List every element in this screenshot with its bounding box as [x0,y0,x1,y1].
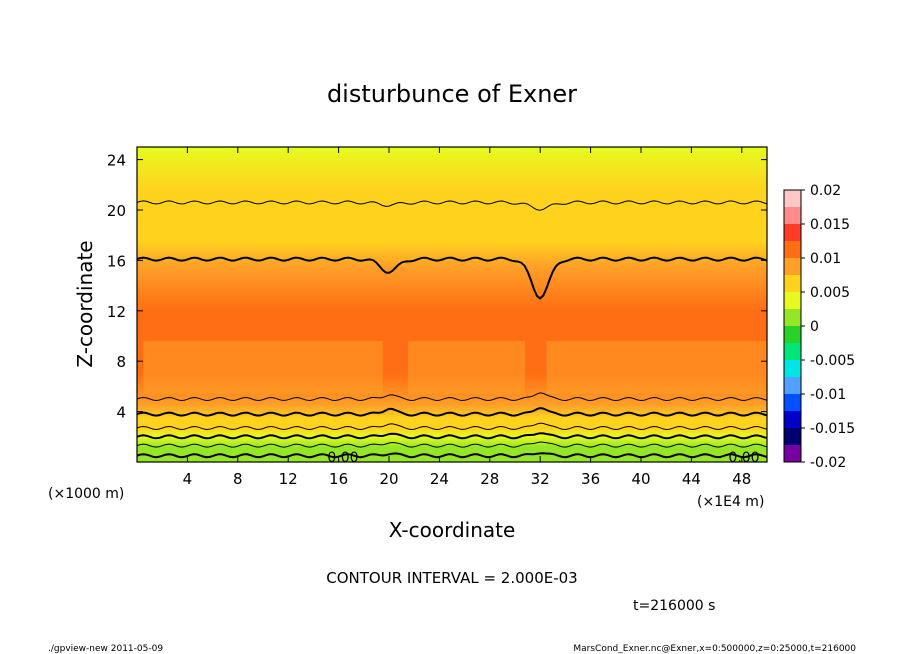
contour-line [137,422,767,431]
y-tick-label: 12 [107,303,126,321]
colorbar-swatch [784,428,801,446]
x-tick-label: 44 [682,470,701,488]
plot-frame [136,146,768,463]
colorbar-swatch [784,309,801,327]
warm-core [546,341,767,394]
contour-line [137,256,767,300]
contour-line [137,452,767,459]
x-tick-label: 40 [631,470,650,488]
colorbar-swatch [784,411,801,429]
colorbar-swatch [784,292,801,310]
contour-line [137,432,767,440]
y-axis: 4 8 12 16 20 24 [107,152,767,422]
colorbar-swatch [784,241,801,259]
x-tick-label: 4 [183,470,193,488]
colorbar-swatch [784,360,801,378]
colorbar-swatch [784,207,801,225]
x-tick-label: 16 [329,470,348,488]
warm-core [407,341,526,394]
time-label: t=216000 s [633,598,715,614]
contour-label: 0.00 [728,450,759,466]
colorbar-swatch [784,190,801,208]
field-shading [137,147,767,462]
x-tick-label: 32 [531,470,550,488]
colorbar-ticks: 0.02 0.015 0.01 0.005 0 -0.005 -0.01 -0.015 -0.0… [801,183,855,471]
colorbar-tick-label: 0.005 [810,285,850,301]
contour-interval: CONTOUR INTERVAL = 2.000E-03 [326,569,577,587]
contour-line [137,200,767,211]
x-unit-right: (×1E4 m) [697,494,764,510]
x-axis: 4 8 12 16 20 24 28 32 36 40 44 48 [183,147,751,488]
contour-line [137,441,767,448]
x-unit-left: (×1000 m) [48,486,124,502]
x-tick-label: 48 [732,470,751,488]
warm-blobs [143,341,767,394]
colorbar-tick-label: 0.015 [810,217,850,233]
y-tick-label: 16 [107,252,126,270]
x-tick-label: 12 [279,470,298,488]
contour-lines [137,200,767,459]
colorbar-swatch [784,343,801,361]
colorbar-tick-label: -0.005 [810,353,855,369]
colorbar-swatch [784,258,801,276]
contour-line [137,406,767,417]
warm-core [143,341,383,394]
colorbar-swatch [784,377,801,395]
y-axis-label: Z-coordinate [73,240,97,367]
colorbar-tick-label: -0.02 [810,455,846,471]
chart-title: disturbunce of Exner [327,80,577,108]
y-tick-label: 8 [116,353,126,371]
footer-left: ./gpview-new 2011-05-09 [48,644,163,654]
x-tick-label: 8 [233,470,243,488]
colorbar-tick-label: 0 [810,319,819,335]
y-tick-label: 24 [107,152,126,170]
colorbar-swatch [784,394,801,412]
x-tick-label: 24 [430,470,449,488]
colorbar-tick-label: -0.015 [810,421,855,437]
x-tick-label: 28 [480,470,499,488]
contour-line [137,392,767,402]
y-tick-label: 20 [107,202,126,220]
footer-right: MarsCond_Exner.nc@Exner,x=0:500000,z=0:2… [573,644,856,654]
colorbar [783,189,802,463]
colorbar-tick-label: 0.02 [810,183,841,199]
colorbar-swatch [784,275,801,293]
colorbar-swatch [784,224,801,242]
contour-label: 0.00 [327,450,358,466]
plot-field [137,147,767,462]
x-tick-label: 20 [379,470,398,488]
x-axis-label: X-coordinate [389,518,516,542]
x-tick-label: 36 [581,470,600,488]
colorbar-swatch [784,326,801,344]
colorbar-tick-label: 0.01 [810,251,841,267]
colorbar-tick-label: -0.01 [810,387,846,403]
y-tick-label: 4 [116,404,126,422]
colorbar-swatch [784,445,801,463]
